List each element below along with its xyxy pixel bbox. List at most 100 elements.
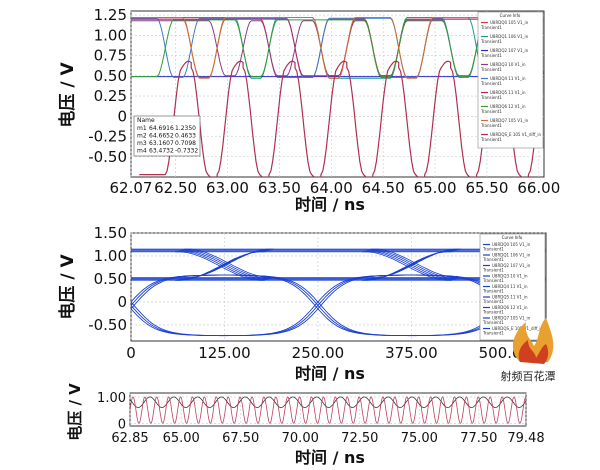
marker-y: 0.4633: [175, 133, 196, 140]
y-tick-label: 1.50: [94, 224, 127, 242]
eye-transition: [179, 250, 270, 280]
marker-name: m3: [137, 140, 147, 147]
y-tick-label: 0.50: [94, 67, 127, 85]
chart-2-ylabel: 电压 / V: [57, 254, 78, 320]
y-tick-label: -0.25: [88, 128, 127, 146]
x-tick-label: 70.00: [282, 431, 319, 446]
legend-label: U8RDQ6 12 V1_in: [490, 104, 526, 109]
marker-name: m2: [137, 133, 147, 140]
x-tick-label: 250.00: [292, 344, 345, 362]
x-tick-label: 63.50: [258, 179, 301, 197]
y-tick-label: 0: [118, 417, 126, 432]
y-tick-label: 0: [117, 107, 127, 125]
x-tick-label: 64.50: [362, 179, 405, 197]
legend-label: U8RDQ1 106 V1_in: [492, 253, 531, 258]
x-tick-label: 62.50: [154, 179, 197, 197]
marker-name: m4: [137, 148, 147, 155]
marker-x: 64.6652: [149, 133, 174, 140]
dq-trace: [130, 396, 526, 408]
x-tick-label: 0: [126, 344, 136, 362]
chart-2-x-ticks: 0 125.00 250.00 375.00 500.00: [126, 344, 531, 362]
series-line: [131, 17, 544, 79]
marker-table: Name m1 64.6916 1.2350 m2 64.6652 0.4633 m3 63.…: [133, 115, 201, 157]
x-tick-label: 65.00: [414, 179, 457, 197]
x-tick-label: 375.00: [385, 344, 438, 362]
chart-3-xlabel: 时间 / ns: [295, 448, 365, 467]
legend-sublabel: Transient1: [480, 137, 502, 142]
marker-x: 63.4732: [149, 148, 174, 155]
legend-sublabel: Transient1: [482, 268, 504, 273]
y-tick-label: 1.25: [94, 6, 127, 24]
dqs-trace: [131, 274, 544, 337]
watermark-text: 射频百花潭: [501, 369, 556, 383]
dqs-trace: [131, 274, 544, 337]
y-tick-label: 0.75: [94, 47, 127, 65]
x-tick-label: 65.00: [163, 431, 200, 446]
x-tick-label: 75.00: [401, 431, 438, 446]
chart-2-legend-title: Curve Info: [502, 235, 523, 240]
y-tick-label: 1.00: [94, 247, 127, 265]
legend-sublabel: Transient1: [482, 289, 504, 294]
y-tick-label: 1.00: [94, 26, 127, 44]
chart-2: 1.501.000.500-0.50 0 125.00 250.00 375.00 50…: [57, 224, 547, 383]
marker-table-header: Name: [137, 117, 155, 124]
legend-label: U8RDQS_E 105 V1_diff_in: [492, 326, 544, 331]
x-tick-label: 125.00: [198, 344, 251, 362]
marker-x: 64.6916: [149, 125, 174, 132]
legend-sublabel: Transient1: [482, 310, 504, 315]
chart-1-y-ticks: 1.25 1.00 0.75 0.50 0.25 0 -0.25 -0.50: [88, 6, 127, 166]
legend-sublabel: Transient1: [480, 67, 502, 72]
legend-sublabel: Transient1: [480, 109, 502, 114]
chart-3: 1.00 0 62.85 65.00 67.50 70.00 72.50 75.00 77.5…: [66, 383, 545, 467]
marker-x: 63.1607: [149, 140, 174, 147]
dqs-trace: [130, 396, 526, 424]
marker-name: m1: [137, 125, 147, 132]
legend-label: U8RDQ0 105 V1_in: [490, 20, 529, 25]
legend-label: U8RDQ1 106 V1_in: [490, 34, 529, 39]
y-tick-label: 0.25: [94, 87, 127, 105]
y-tick-label: 1.00: [97, 391, 126, 406]
legend-sublabel: Transient1: [480, 25, 502, 30]
legend-label: U8RDQS_E 105 V1_diff_in: [490, 132, 542, 137]
chart-2-xlabel: 时间 / ns: [295, 364, 365, 383]
chart-2-series: [131, 248, 546, 337]
chart-3-x-ticks: 62.85 65.00 67.50 70.00 72.50 75.00 77.50 79.48: [111, 431, 544, 446]
eye-transition: [362, 251, 452, 281]
legend-label: U8RDQ5 11 V1_in: [492, 295, 528, 300]
x-tick-label: 64.00: [310, 179, 353, 197]
marker-y: -0.7332: [175, 148, 198, 155]
chart-3-ylabel: 电压 / V: [66, 383, 84, 441]
chart-2-legend: Curve Info U8RDQ0 105 V1_inTransient1U8R…: [479, 233, 546, 341]
y-tick-label: -0.50: [88, 148, 127, 166]
y-tick-label: -0.50: [88, 316, 127, 334]
series-line: [131, 18, 544, 77]
legend-sublabel: Transient1: [480, 123, 502, 128]
y-tick-label: 0: [117, 293, 127, 311]
x-tick-label: 63.00: [206, 179, 249, 197]
marker-y: 0.7098: [175, 140, 196, 147]
chart-1-xlabel: 时间 / ns: [295, 195, 365, 214]
chart-1: 1.25 1.00 0.75 0.50 0.25 0 -0.25 -0.50 62.07 62.…: [57, 6, 560, 214]
legend-sublabel: Transient1: [480, 39, 502, 44]
eye-transition: [177, 250, 268, 281]
x-tick-label: 62.07: [110, 179, 153, 197]
legend-sublabel: Transient1: [480, 81, 502, 86]
legend-sublabel: Transient1: [482, 247, 504, 252]
legend-sublabel: Transient1: [482, 299, 504, 304]
eye-transition: [366, 250, 457, 280]
legend-label: U8RDQ2 107 V1_in: [490, 48, 529, 53]
legend-label: U8RDQ6 12 V1_in: [492, 305, 528, 310]
x-tick-label: 72.50: [341, 431, 378, 446]
legend-label: U8RDQ4 11 V1_in: [492, 284, 528, 289]
legend-label: U8RDQ3 10 V1_in: [492, 274, 528, 279]
y-tick-label: 0.50: [94, 270, 127, 288]
x-tick-label: 62.85: [111, 431, 148, 446]
eye-transition: [181, 249, 272, 279]
legend-sublabel: Transient1: [482, 331, 504, 336]
eye-transition: [175, 251, 265, 281]
legend-sublabel: Transient1: [480, 95, 502, 100]
legend-label: U8RDQ5 11 V1_in: [490, 90, 526, 95]
chart-1-legend-title: Curve Info: [500, 13, 521, 18]
chart-1-x-ticks: 62.07 62.50 63.00 63.50 64.00 64.50 65.00 65.50…: [110, 179, 561, 197]
